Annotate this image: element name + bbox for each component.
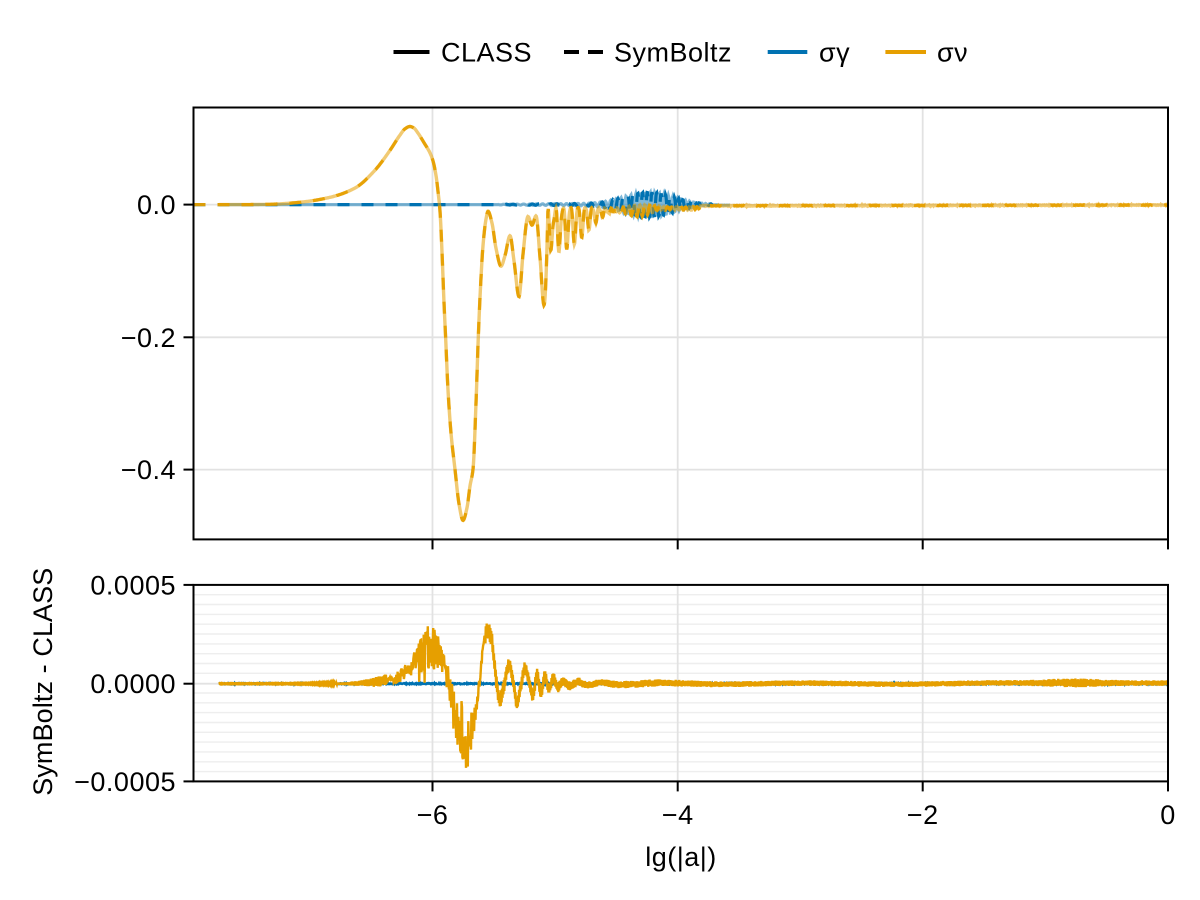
- svg-text:0.0: 0.0: [137, 190, 176, 220]
- svg-text:0: 0: [1160, 800, 1176, 830]
- svg-text:lg(|a|): lg(|a|): [645, 842, 717, 872]
- svg-text:−0.2: −0.2: [121, 323, 176, 353]
- svg-text:−4: −4: [662, 800, 694, 830]
- svg-text:σγ: σγ: [819, 38, 850, 68]
- svg-text:0.0005: 0.0005: [90, 570, 176, 600]
- svg-text:−6: −6: [417, 800, 449, 830]
- svg-text:SymBoltz: SymBoltz: [614, 38, 732, 68]
- svg-text:−0.0005: −0.0005: [74, 767, 176, 797]
- svg-text:CLASS: CLASS: [441, 38, 532, 68]
- svg-text:−2: −2: [907, 800, 939, 830]
- svg-text:0.0000: 0.0000: [90, 669, 176, 699]
- svg-text:σν: σν: [937, 38, 968, 68]
- svg-text:−0.4: −0.4: [121, 455, 176, 485]
- svg-text:SymBoltz - CLASS: SymBoltz - CLASS: [28, 568, 58, 796]
